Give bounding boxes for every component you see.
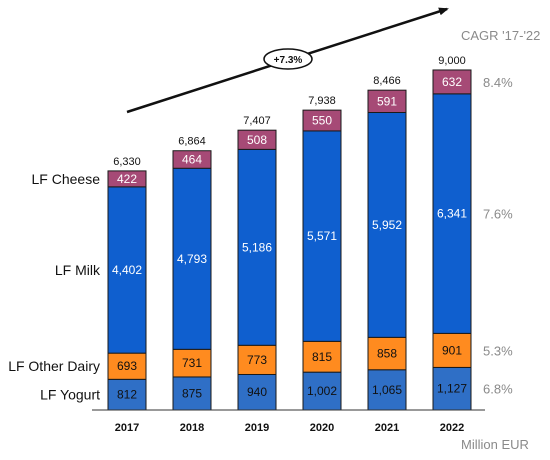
bar-segment [237, 129, 277, 150]
series-label: LF Yogurt [40, 387, 100, 403]
series-label: LF Cheese [32, 171, 101, 187]
unit-label: Million EUR [461, 437, 529, 452]
total-value-label: 8,466 [373, 75, 401, 87]
segment-value-label: 4,402 [112, 263, 142, 277]
bar-segment [432, 69, 472, 95]
series-labels: LF Yogurt LF Other Dairy LF Milk LF Cheese [8, 171, 101, 403]
bar-segment [432, 93, 472, 334]
growth-arrow: +7.3% [126, 7, 449, 114]
series-label: LF Other Dairy [8, 358, 100, 374]
growth-badge [263, 48, 313, 70]
total-value-label: 6,330 [113, 156, 141, 168]
total-value-label: 9,000 [438, 55, 466, 67]
x-tick-label: 2017 [115, 422, 139, 434]
bar-segment [107, 378, 147, 411]
category-labels: 2017 2018 2019 2020 2021 2022 [115, 422, 464, 434]
segment-value-label: 550 [312, 114, 332, 128]
segment-value-label: 464 [182, 152, 202, 166]
bar-segment [237, 148, 277, 346]
x-tick-label: 2022 [440, 422, 464, 434]
bar-segment [367, 112, 407, 338]
cagr-values: 6.8% 5.3% 7.6% 8.4% [483, 75, 513, 397]
totals-group: 6,330 6,864 7,407 7,938 8,466 9,000 [113, 55, 466, 168]
segment-value-label: 632 [442, 75, 462, 89]
bar-segment [107, 352, 147, 380]
segment-value-label: 422 [117, 172, 137, 186]
total-value-label: 6,864 [178, 136, 206, 148]
segment-value-label: 5,571 [307, 229, 337, 243]
segment-value-label: 4,793 [177, 252, 207, 266]
segment-value-label: 875 [182, 386, 202, 400]
segment-value-label: 5,186 [242, 240, 272, 254]
segment-value-label: 508 [247, 133, 267, 147]
bar-segment [172, 150, 212, 169]
x-tick-label: 2020 [310, 422, 334, 434]
segment-value-label: 693 [117, 359, 137, 373]
total-value-label: 7,407 [243, 115, 271, 127]
cagr-title: CAGR '17-'22 [461, 28, 540, 43]
segment-value-label: 1,002 [307, 384, 337, 398]
bars-group: 812 693 4,402 422 875 731 4,793 464 940 773 5,186 5… [107, 69, 472, 411]
cagr-value: 5.3% [483, 343, 513, 358]
cagr-value: 8.4% [483, 75, 513, 90]
bar-segment [367, 336, 407, 371]
segment-value-label: 858 [377, 347, 397, 361]
x-tick-label: 2019 [245, 422, 269, 434]
segment-value-label: 1,065 [372, 383, 402, 397]
bar-segment [432, 332, 472, 368]
series-label: LF Milk [55, 262, 101, 278]
bar-segment [302, 109, 342, 132]
segment-value-label: 731 [182, 356, 202, 370]
cagr-value: 6.8% [483, 382, 513, 397]
bar-segment [237, 373, 277, 411]
bar-segment [237, 344, 277, 375]
segment-value-label: 940 [247, 385, 267, 399]
segment-value-label: 901 [442, 343, 462, 357]
segment-value-label: 815 [312, 350, 332, 364]
bar-segment [367, 89, 407, 113]
bar-segment [172, 167, 212, 350]
x-tick-label: 2021 [375, 422, 399, 434]
segment-value-label: 6,341 [437, 207, 467, 221]
growth-annotation: +7.3% [274, 55, 303, 66]
segment-value-label: 5,952 [372, 218, 402, 232]
segment-value-label: 1,127 [437, 382, 467, 396]
bar-segment [107, 170, 147, 188]
x-tick-label: 2018 [180, 422, 204, 434]
segment-value-label: 812 [117, 388, 137, 402]
segment-value-label: 591 [377, 94, 397, 108]
cagr-value: 7.6% [483, 207, 513, 222]
bar-segment [302, 130, 342, 342]
total-value-label: 7,938 [308, 95, 336, 107]
segment-value-label: 773 [247, 353, 267, 367]
